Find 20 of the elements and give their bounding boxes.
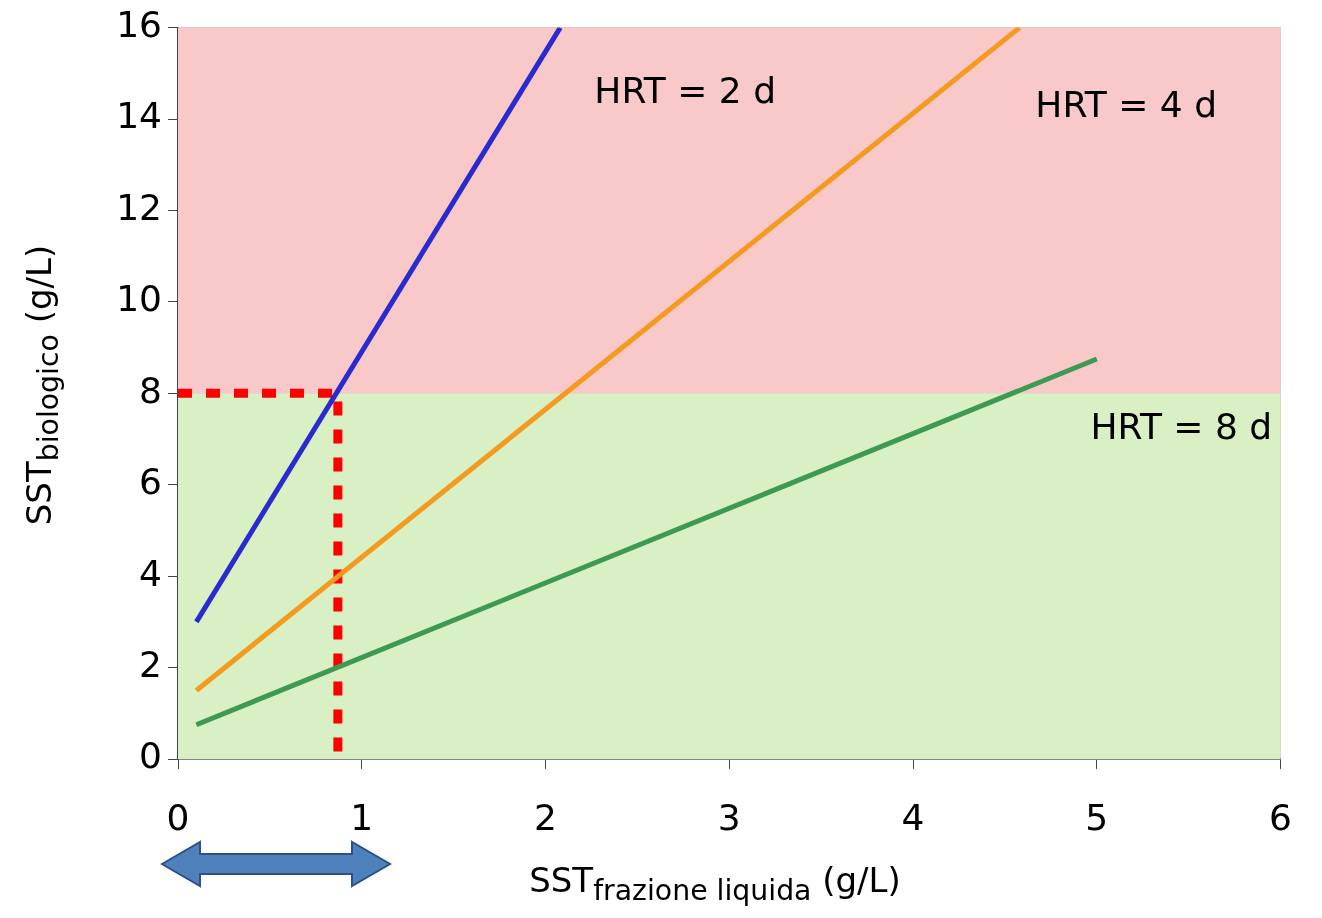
x-tick-label: 3 [717, 796, 741, 838]
y-tick-label: 0 [139, 735, 162, 777]
x-tick-label: 2 [534, 796, 557, 838]
x-axis-title: SST$_{frazione liquida}$ (g/L) [529, 860, 901, 907]
y-tick-label: 16 [116, 3, 162, 45]
x-tick-label: 1 [350, 796, 374, 838]
x-tick-label: 6 [1269, 796, 1292, 838]
x-tick-label: 5 [1085, 796, 1109, 838]
y-tick-label: 4 [139, 552, 162, 594]
y-tick-label: 8 [139, 369, 162, 411]
y-tick-label: 10 [116, 278, 162, 320]
x-tick-label: 0 [166, 796, 190, 838]
annotation: HRT = 2 d [594, 69, 777, 111]
y-tick-label: 12 [116, 186, 162, 228]
y-tick-label: 6 [139, 461, 162, 503]
annotation: HRT = 4 d [1035, 84, 1218, 126]
y-tick-label: 2 [139, 643, 162, 685]
y-tick-label: 14 [116, 95, 162, 137]
annotation: HRT = 8 d [1090, 406, 1273, 448]
x-tick-label: 4 [901, 796, 925, 838]
